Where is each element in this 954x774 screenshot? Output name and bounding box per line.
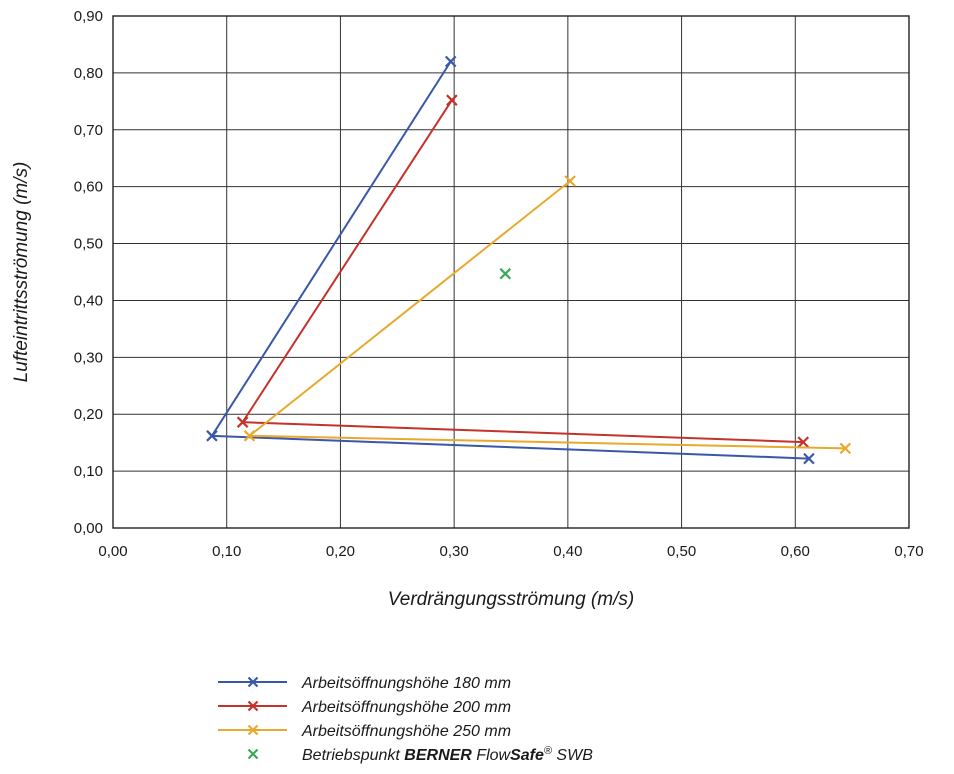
y-tick-label: 0,70 bbox=[74, 122, 103, 139]
grid bbox=[112, 15, 910, 529]
legend-marker bbox=[247, 748, 259, 760]
y-tick-label: 0,20 bbox=[74, 406, 103, 423]
x-axis-ticks: 0,00 0,10 0,20 0,30 0,40 0,50 0,60 0,70 bbox=[98, 543, 923, 560]
y-tick-label: 0,90 bbox=[74, 8, 103, 25]
data-point-marker bbox=[564, 175, 576, 187]
x-tick-label: 0,60 bbox=[781, 543, 810, 560]
x-tick-label: 0,40 bbox=[553, 543, 582, 560]
series-4 bbox=[499, 267, 512, 280]
x-tick-label: 0,30 bbox=[440, 543, 469, 560]
legend-marker bbox=[247, 724, 259, 736]
data-point-marker bbox=[499, 267, 512, 280]
legend-label: Arbeitsöffnungshöhe 200 mm bbox=[301, 699, 511, 716]
series-3 bbox=[243, 175, 852, 455]
x-tick-label: 0,20 bbox=[326, 543, 355, 560]
legend-label: Betriebspunkt BERNER FlowSafe® SWB bbox=[302, 745, 593, 764]
series-2 bbox=[236, 94, 810, 448]
series-line bbox=[248, 180, 846, 450]
y-tick-label: 0,10 bbox=[74, 463, 103, 480]
legend-item: Arbeitsöffnungshöhe 200 mm bbox=[218, 699, 511, 716]
data-point-marker bbox=[243, 430, 256, 442]
data-point-marker bbox=[444, 55, 457, 68]
legend-marker bbox=[247, 676, 259, 688]
legend-item: Arbeitsöffnungshöhe 250 mm bbox=[218, 723, 511, 740]
x-axis-title: Verdrängungsströmung (m/s) bbox=[388, 589, 634, 610]
data-point-marker bbox=[446, 94, 458, 106]
x-tick-label: 0,70 bbox=[894, 543, 923, 560]
y-axis-title: Lufteintrittsströmung (m/s) bbox=[11, 162, 32, 383]
legend-item: Betriebspunkt BERNER FlowSafe® SWB bbox=[247, 745, 593, 764]
x-tick-label: 0,10 bbox=[212, 543, 241, 560]
y-tick-label: 0,40 bbox=[74, 292, 103, 309]
legend: Arbeitsöffnungshöhe 180 mm Arbeitsöffnung… bbox=[218, 675, 593, 764]
data-point-marker bbox=[797, 436, 810, 448]
plot-frame bbox=[112, 15, 910, 529]
y-tick-label: 0,30 bbox=[74, 349, 103, 366]
y-tick-label: 0,80 bbox=[74, 65, 103, 82]
x-tick-label: 0,50 bbox=[667, 543, 696, 560]
series-line bbox=[210, 60, 809, 460]
y-axis-ticks: 0,00 0,10 0,20 0,30 0,40 0,50 0,60 0,70 0,80 0,90 bbox=[74, 8, 103, 537]
data-point-marker bbox=[206, 430, 218, 442]
series-line bbox=[241, 99, 804, 444]
data-point-marker bbox=[803, 452, 815, 465]
x-tick-label: 0,00 bbox=[98, 543, 127, 560]
data-point-marker bbox=[236, 416, 249, 428]
y-tick-label: 0,50 bbox=[74, 236, 103, 253]
data-point-marker bbox=[839, 442, 852, 455]
y-tick-label: 0,00 bbox=[74, 520, 103, 537]
legend-label: Arbeitsöffnungshöhe 250 mm bbox=[301, 723, 511, 740]
legend-label: Arbeitsöffnungshöhe 180 mm bbox=[301, 675, 511, 692]
series-layer bbox=[206, 55, 852, 465]
legend-marker bbox=[247, 700, 259, 712]
y-tick-label: 0,60 bbox=[74, 179, 103, 196]
series-1 bbox=[206, 55, 815, 465]
legend-item: Arbeitsöffnungshöhe 180 mm bbox=[218, 675, 511, 692]
